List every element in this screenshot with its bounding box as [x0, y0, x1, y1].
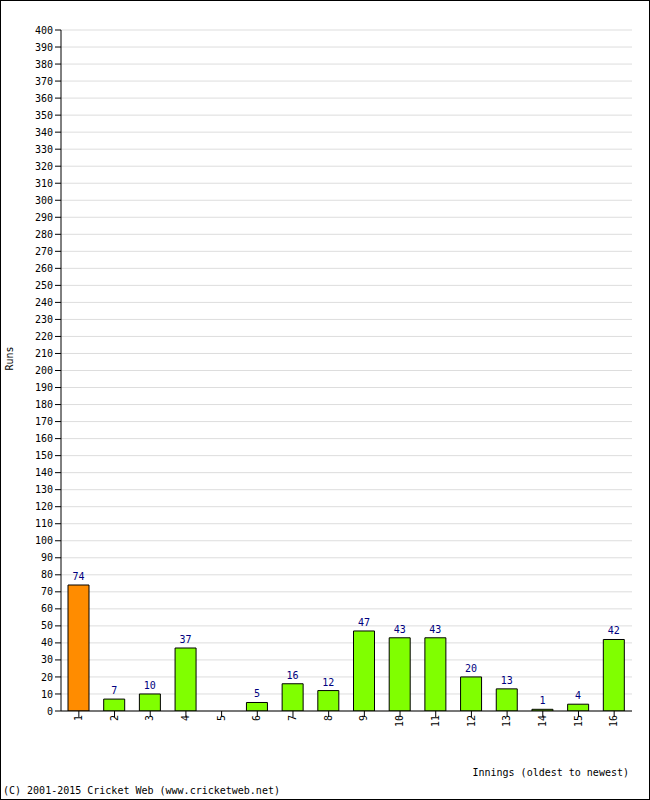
svg-text:9: 9	[358, 715, 369, 721]
svg-text:15: 15	[573, 715, 584, 727]
svg-text:43: 43	[429, 624, 441, 635]
svg-text:110: 110	[35, 518, 53, 529]
svg-text:3: 3	[144, 715, 155, 721]
svg-text:350: 350	[35, 110, 53, 121]
svg-text:140: 140	[35, 467, 53, 478]
svg-text:270: 270	[35, 246, 53, 257]
svg-text:50: 50	[41, 620, 53, 631]
svg-text:4: 4	[575, 690, 581, 701]
svg-text:5: 5	[216, 715, 227, 721]
svg-text:60: 60	[41, 603, 53, 614]
svg-text:220: 220	[35, 331, 53, 342]
svg-text:170: 170	[35, 416, 53, 427]
svg-text:250: 250	[35, 280, 53, 291]
svg-text:400: 400	[35, 25, 53, 36]
svg-text:90: 90	[41, 552, 53, 563]
html-text:Innings (oldest to newest): Innings (oldest to newest)	[472, 767, 629, 778]
html-text:(C) 2001-2015 Cricket Web (www: (C) 2001-2015 Cricket Web (www.cricketwe…	[3, 785, 280, 796]
svg-text:70: 70	[41, 586, 53, 597]
svg-text:10: 10	[144, 680, 156, 691]
svg-text:80: 80	[41, 569, 53, 580]
svg-text:20: 20	[41, 672, 53, 683]
svg-text:14: 14	[537, 715, 548, 727]
svg-text:47: 47	[358, 617, 370, 628]
svg-text:40: 40	[41, 637, 53, 648]
svg-text:11: 11	[430, 715, 441, 727]
svg-text:330: 330	[35, 144, 53, 155]
svg-text:74: 74	[72, 571, 84, 582]
svg-text:30: 30	[41, 654, 53, 665]
svg-text:370: 370	[35, 76, 53, 87]
svg-text:7: 7	[287, 715, 298, 721]
svg-text:1: 1	[73, 715, 84, 721]
svg-text:180: 180	[35, 399, 53, 410]
svg-text:1: 1	[539, 695, 545, 706]
svg-text:37: 37	[180, 634, 192, 645]
svg-text:10: 10	[394, 715, 405, 727]
svg-text:4: 4	[180, 715, 191, 721]
svg-text:12: 12	[322, 677, 334, 688]
svg-text:130: 130	[35, 484, 53, 495]
svg-text:7: 7	[111, 685, 117, 696]
svg-text:190: 190	[35, 382, 53, 393]
svg-text:5: 5	[254, 688, 260, 699]
svg-text:320: 320	[35, 161, 53, 172]
svg-text:13: 13	[501, 675, 513, 686]
svg-text:43: 43	[394, 624, 406, 635]
svg-text:2: 2	[109, 715, 120, 721]
svg-text:Runs: Runs	[8, 346, 15, 370]
svg-text:150: 150	[35, 450, 53, 461]
svg-text:6: 6	[251, 715, 262, 721]
svg-text:16: 16	[287, 670, 299, 681]
svg-text:16: 16	[608, 715, 619, 727]
svg-text:380: 380	[35, 59, 53, 70]
svg-text:0: 0	[47, 706, 53, 717]
svg-text:280: 280	[35, 229, 53, 240]
svg-text:300: 300	[35, 195, 53, 206]
svg-text:100: 100	[35, 535, 53, 546]
svg-text:240: 240	[35, 297, 53, 308]
svg-text:260: 260	[35, 263, 53, 274]
svg-text:230: 230	[35, 314, 53, 325]
svg-text:20: 20	[465, 663, 477, 674]
svg-text:360: 360	[35, 93, 53, 104]
svg-text:8: 8	[323, 715, 334, 721]
svg-text:42: 42	[608, 625, 620, 636]
svg-text:13: 13	[501, 715, 512, 727]
svg-text:12: 12	[466, 715, 477, 727]
svg-text:10: 10	[41, 689, 53, 700]
svg-text:160: 160	[35, 433, 53, 444]
svg-text:290: 290	[35, 212, 53, 223]
svg-text:390: 390	[35, 42, 53, 53]
svg-text:120: 120	[35, 501, 53, 512]
svg-text:210: 210	[35, 348, 53, 359]
svg-text:340: 340	[35, 127, 53, 138]
svg-text:200: 200	[35, 365, 53, 376]
svg-text:310: 310	[35, 178, 53, 189]
